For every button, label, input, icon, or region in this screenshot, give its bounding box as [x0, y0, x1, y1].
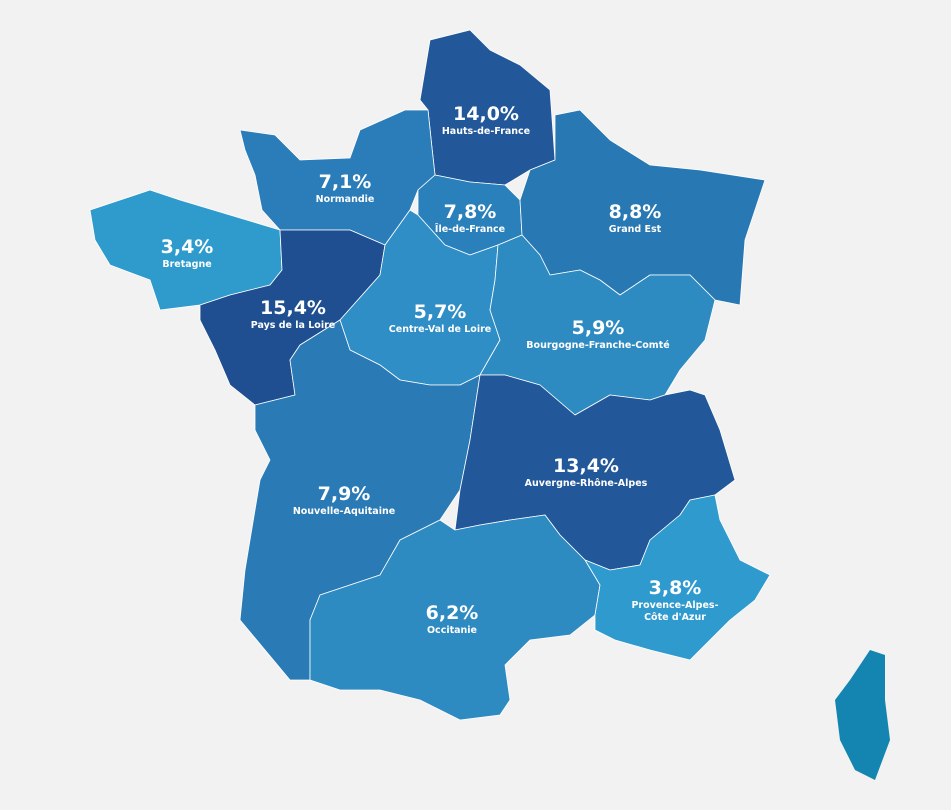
region-name: Île-de-France — [434, 224, 506, 235]
value-label: 15,4% — [260, 297, 326, 319]
region-label: 7,1% Normandie — [270, 170, 420, 206]
value-label: 14,0% — [453, 103, 519, 125]
region-label: 7,8% Île-de-France — [395, 200, 545, 236]
region-name: Auvergne-Rhône-Alpes — [524, 478, 648, 489]
value-label: 8,8% — [608, 201, 662, 223]
region-label: 7,9% Nouvelle-Aquitaine — [269, 482, 419, 518]
region-name: Hauts-de-France — [441, 126, 531, 137]
value-label: 5,7% — [413, 301, 467, 323]
region-label: 5,7% Centre-Val de Loire — [365, 300, 515, 336]
value-label: 7,9% — [317, 483, 371, 505]
region-label: 8,8% Grand Est — [560, 200, 710, 236]
corsica-shape — [835, 650, 890, 780]
value-label: 5,9% — [571, 317, 625, 339]
value-label: 7,8% — [443, 201, 497, 223]
region-name: Pays de la Loire — [250, 320, 336, 331]
region-label: 14,0% Hauts-de-France — [411, 102, 561, 138]
region-label: 3,8% Provence-Alpes-Côte d'Azur — [600, 576, 750, 624]
region-name: Nouvelle-Aquitaine — [292, 506, 396, 517]
value-label: 3,4% — [160, 236, 214, 258]
region-label: 15,4% Pays de la Loire — [218, 296, 368, 332]
region-label: 13,4% Auvergne-Rhône-Alpes — [511, 454, 661, 490]
value-label: 6,2% — [425, 602, 479, 624]
region-name: Provence-Alpes-Côte d'Azur — [631, 600, 719, 623]
value-label: 3,8% — [648, 577, 702, 599]
region-name: Bourgogne-Franche-Comté — [526, 340, 670, 351]
region-name: Bretagne — [162, 259, 212, 270]
region-name: Occitanie — [426, 625, 477, 636]
regions — [89, 29, 771, 721]
value-label: 7,1% — [318, 171, 372, 193]
region-name: Normandie — [315, 194, 375, 205]
region-shape — [479, 234, 716, 416]
region-label: 5,9% Bourgogne-Franche-Comté — [523, 316, 673, 352]
region-label: 3,4% Bretagne — [112, 235, 262, 271]
region-name: Grand Est — [608, 224, 662, 235]
region-name: Centre-Val de Loire — [388, 324, 492, 335]
region-shape — [584, 494, 771, 661]
value-label: 13,4% — [553, 455, 619, 477]
region-label: 6,2% Occitanie — [377, 601, 527, 637]
